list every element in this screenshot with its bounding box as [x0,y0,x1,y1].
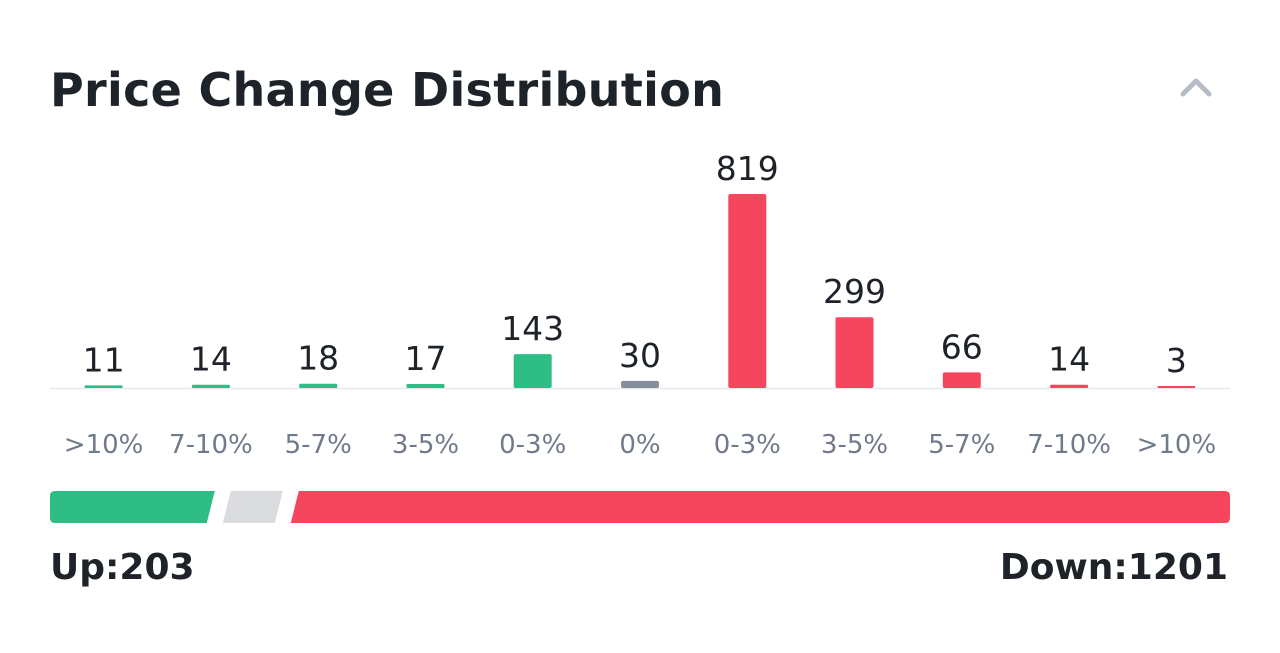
category-tick-label: >10% [64,430,144,460]
bar-down-9[interactable] [1050,384,1089,388]
bar-value-label: 14 [1048,340,1090,379]
bar-value-label: 66 [941,327,983,366]
collapse-button[interactable] [1172,68,1220,108]
bar-down-10[interactable] [1157,386,1196,388]
bar-up-1[interactable] [191,384,230,388]
category-tick-label: 3-5% [821,430,888,460]
category-tick-label: 5-7% [928,430,995,460]
category-tick-label: >10% [1137,430,1217,460]
bar-down-7[interactable] [835,317,874,388]
category-tick-label: 7-10% [169,430,253,460]
bar-up-3[interactable] [406,384,445,388]
bar-value-label: 11 [83,340,125,379]
category-tick-label: 5-7% [285,430,352,460]
down-count-label: Down:1201 [999,547,1228,588]
bar-value-label: 299 [823,272,886,311]
category-tick-label: 3-5% [392,430,459,460]
category-tick-label: 0-3% [714,430,781,460]
up-count-label: Up:203 [50,547,195,588]
chevron-up-icon [1180,78,1212,97]
category-tick-label: 0-3% [499,430,566,460]
bar-up-0[interactable] [84,385,123,388]
bar-down-6[interactable] [728,194,767,388]
bar-value-label: 18 [297,339,339,378]
bar-value-label: 14 [190,340,232,379]
bar-up-4[interactable] [513,354,552,388]
bar-up-2[interactable] [299,383,338,388]
page-title: Price Change Distribution [50,63,725,117]
bar-value-label: 17 [405,339,447,378]
category-tick-label: 0% [619,430,660,460]
bar-down-8[interactable] [942,372,981,388]
bar-value-label: 143 [501,309,564,348]
bar-value-label: 30 [619,336,661,375]
bar-value-label: 819 [716,149,779,188]
bar-flat-5[interactable] [621,380,659,388]
category-tick-label: 7-10% [1027,430,1111,460]
bar-value-label: 3 [1166,341,1187,380]
